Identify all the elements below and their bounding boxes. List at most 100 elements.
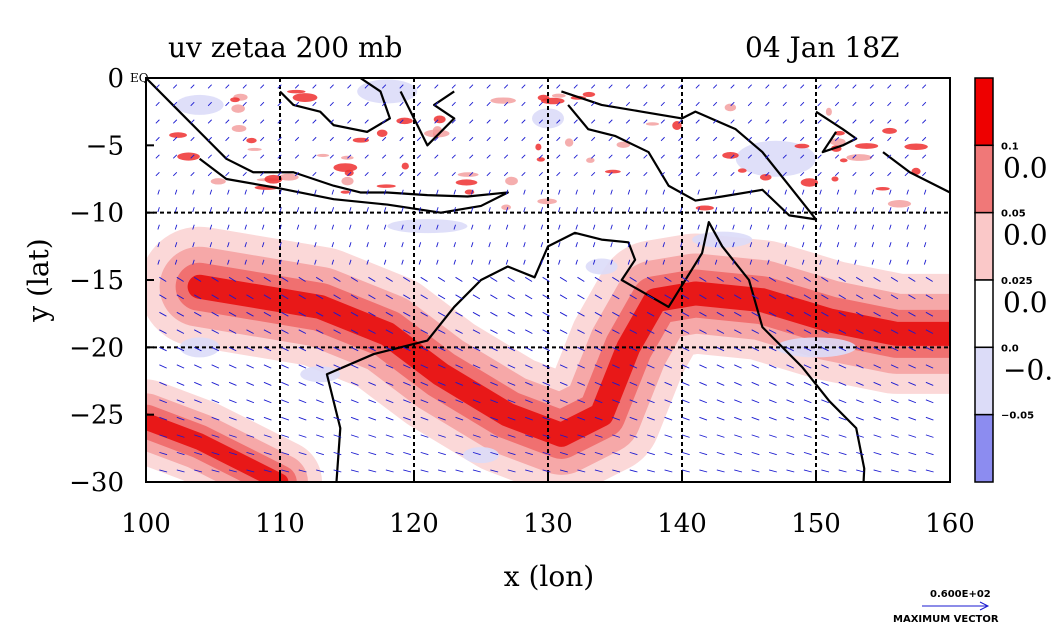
wind-vector <box>281 434 290 438</box>
wind-vector <box>540 224 544 230</box>
wind-vector <box>523 259 526 265</box>
wind-vector <box>209 259 213 265</box>
wind-vector <box>712 101 718 107</box>
wind-vector <box>594 294 603 300</box>
wind-vector <box>697 259 700 265</box>
wind-vector <box>490 311 498 317</box>
wind-vector <box>768 276 777 282</box>
wind-vector <box>873 311 881 317</box>
wind-vector <box>470 189 474 195</box>
wind-vector <box>540 259 544 265</box>
wind-vector <box>540 242 544 248</box>
wind-vector <box>925 311 934 317</box>
wind-vector <box>800 101 805 107</box>
wind-vector <box>383 224 387 230</box>
wind-vector <box>664 276 672 282</box>
wind-vector <box>403 451 412 456</box>
wind-vector <box>350 311 359 317</box>
wind-vector <box>803 434 812 438</box>
wind-vector <box>507 276 515 282</box>
wind-vector <box>908 311 916 317</box>
wind-vector <box>333 329 341 334</box>
vorticity-speckle <box>287 89 306 94</box>
wind-vector <box>699 364 707 369</box>
wind-vector <box>281 451 290 456</box>
vorticity-speckle <box>340 190 350 194</box>
wind-vector <box>834 136 840 142</box>
wind-vector <box>368 276 376 282</box>
wind-vector <box>451 136 456 142</box>
wind-vector <box>263 311 272 317</box>
wind-vector <box>852 171 857 177</box>
wind-vector <box>678 119 683 124</box>
wind-vector <box>854 224 857 230</box>
wind-vector <box>507 311 516 317</box>
wind-vector <box>751 329 759 334</box>
wind-vector <box>228 451 237 456</box>
wind-vector <box>211 364 220 369</box>
vorticity-speckle <box>825 107 832 116</box>
wind-vector <box>873 294 881 300</box>
wind-vector <box>399 171 404 177</box>
wind-vector <box>542 346 551 352</box>
wind-vector <box>399 154 404 159</box>
wind-vector <box>749 224 753 230</box>
wind-vector <box>681 329 690 334</box>
wind-vector <box>538 136 543 142</box>
wind-vector <box>695 136 700 142</box>
wind-vector <box>523 207 526 213</box>
wind-vector <box>469 119 474 124</box>
wind-vector <box>260 101 265 107</box>
wind-vector <box>662 207 666 213</box>
wind-vector <box>699 311 707 317</box>
wind-vector <box>889 189 892 195</box>
vorticity-speckle <box>794 143 810 149</box>
wind-vector <box>211 329 219 334</box>
corner-label: EQ <box>130 71 149 85</box>
wind-vector <box>333 294 341 300</box>
wind-vector <box>592 259 596 265</box>
coastline-segment <box>146 78 509 214</box>
wind-vector <box>838 276 846 282</box>
wind-vector <box>418 207 422 213</box>
wind-vector <box>608 84 613 89</box>
wind-vector <box>751 311 759 317</box>
wind-vector <box>821 469 830 473</box>
wind-vector <box>314 189 317 195</box>
wind-vector <box>385 381 394 386</box>
wind-vector <box>350 416 359 421</box>
colorbar-level-label: 0.05 <box>1001 209 1026 220</box>
wind-vector <box>608 171 613 177</box>
y-axis-label: y (lat) <box>22 238 55 322</box>
wind-vector <box>714 189 718 195</box>
wind-vector <box>242 171 247 177</box>
wind-vector <box>751 364 760 369</box>
wind-vector <box>315 329 324 334</box>
wind-vector <box>765 171 770 177</box>
wind-vector <box>523 242 526 248</box>
wind-vector <box>836 189 840 195</box>
wind-vector <box>470 259 474 265</box>
wind-vector <box>211 311 219 317</box>
wind-vector <box>559 469 568 473</box>
wind-vector <box>922 154 927 159</box>
wind-vector <box>209 224 213 230</box>
wind-vector <box>643 171 648 177</box>
wind-vector <box>263 469 272 473</box>
wind-vector <box>281 329 289 334</box>
wind-vector <box>734 346 742 352</box>
wind-vector <box>856 451 864 456</box>
wind-vector <box>803 364 812 369</box>
wind-vector <box>503 119 509 124</box>
vorticity-speckle <box>551 93 566 98</box>
wind-vector <box>629 434 638 438</box>
wind-vector <box>594 311 603 317</box>
wind-vector <box>486 136 491 142</box>
wind-vector <box>664 434 673 438</box>
wind-vector <box>908 329 916 334</box>
wind-vector <box>207 101 212 107</box>
wind-vector <box>871 207 875 213</box>
wind-vector <box>890 311 899 317</box>
wind-vector <box>176 469 185 473</box>
wind-vector <box>333 451 342 456</box>
